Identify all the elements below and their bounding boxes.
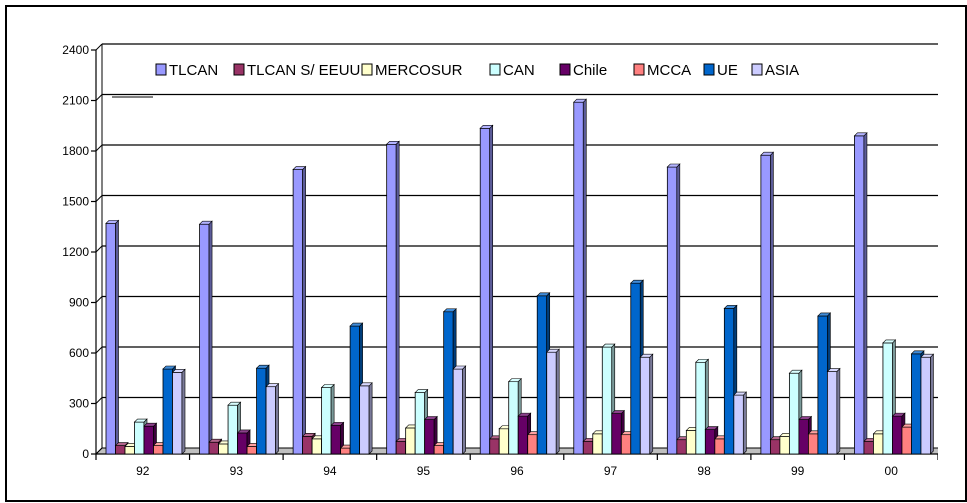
- y-tick-connector: [95, 245, 103, 253]
- y-tick-connector: [95, 144, 103, 152]
- y-tick-label: 1200: [62, 245, 89, 259]
- bar: [105, 219, 120, 455]
- legend-swatch: [361, 63, 373, 76]
- bar: [920, 353, 935, 455]
- plot-area: 0 300 600 900 1200 1500 1800 2100 2400 92 93 94 95 96…: [62, 43, 938, 478]
- bar: [292, 165, 307, 455]
- y-tick-label: 2400: [62, 43, 89, 57]
- bar: [826, 367, 841, 455]
- x-tick-label: 96: [510, 464, 524, 478]
- bar: [358, 382, 373, 455]
- legend-entry: CAN: [503, 62, 535, 79]
- legend-swatch: [559, 63, 571, 76]
- x-tick-label: 93: [230, 464, 244, 478]
- bar: [573, 98, 588, 455]
- y-tick-label: 300: [69, 397, 89, 411]
- y-tick-connector: [95, 43, 103, 51]
- legend: TLCAN TLCAN S/ EEUU MERCOSUR CAN Chile MCCA UE…: [112, 62, 799, 98]
- bar: [265, 382, 280, 455]
- bar: [760, 151, 775, 455]
- legend-swatch: [489, 63, 501, 76]
- y-tick-connector: [95, 346, 103, 354]
- y-tick-label: 900: [69, 296, 89, 310]
- x-tick-label: 00: [885, 464, 899, 478]
- y-tick-connector: [95, 397, 103, 404]
- bar: [385, 140, 400, 455]
- y-tick-label: 2100: [62, 94, 89, 108]
- bar: [733, 391, 748, 455]
- bar: [853, 132, 868, 455]
- y-tick-connector: [95, 94, 103, 101]
- legend-swatch: [751, 63, 763, 76]
- x-tick-label: 99: [791, 464, 805, 478]
- legend-swatch: [155, 63, 167, 76]
- bar: [639, 353, 654, 455]
- bar: [452, 365, 467, 455]
- y-tick-label: 1500: [62, 195, 89, 209]
- y-tick-label: 1800: [62, 144, 89, 158]
- bar: [171, 368, 186, 455]
- bar: [198, 220, 213, 455]
- legend-swatch: [703, 63, 715, 76]
- bar: [479, 124, 494, 455]
- legend-entry: TLCAN S/ EEUU: [247, 62, 360, 79]
- legend-entry: ASIA: [765, 62, 799, 79]
- legend-entry: Chile: [573, 62, 607, 79]
- bar: [330, 421, 345, 455]
- legend-entry: TLCAN: [169, 62, 218, 79]
- x-tick-label: 97: [604, 464, 618, 478]
- x-tick-label: 92: [136, 464, 150, 478]
- legend-entry: MCCA: [647, 62, 691, 79]
- bar: [666, 163, 681, 455]
- x-tick-label: 98: [697, 464, 711, 478]
- legend-entry: UE: [717, 62, 738, 79]
- y-tick-connector: [95, 296, 103, 303]
- legend-swatch: [633, 63, 645, 76]
- y-tick-connector: [95, 447, 103, 455]
- y-tick-connector: [95, 195, 103, 202]
- y-tick-label: 0: [82, 447, 89, 461]
- x-tick-label: 94: [323, 464, 337, 478]
- y-tick-label: 600: [69, 346, 89, 360]
- legend-swatch: [233, 63, 245, 76]
- legend-entry: MERCOSUR: [375, 62, 463, 79]
- x-tick-label: 95: [417, 464, 431, 478]
- bar: [545, 348, 560, 455]
